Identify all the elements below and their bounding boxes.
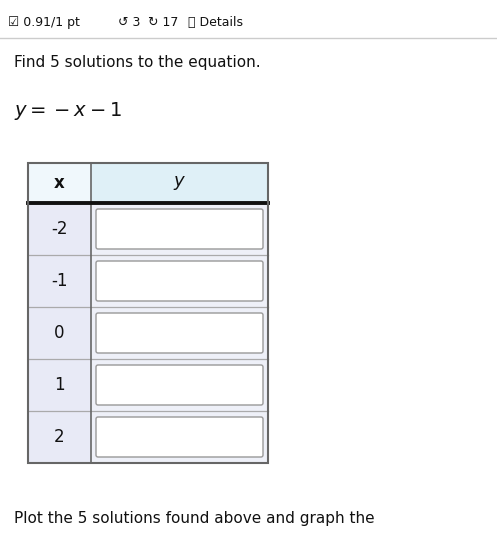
FancyBboxPatch shape	[96, 417, 263, 457]
Text: Find 5 solutions to the equation.: Find 5 solutions to the equation.	[14, 55, 260, 70]
FancyBboxPatch shape	[28, 163, 268, 203]
Text: ⓘ Details: ⓘ Details	[188, 16, 243, 29]
Text: -1: -1	[51, 272, 68, 290]
FancyBboxPatch shape	[91, 203, 268, 255]
Text: -2: -2	[51, 220, 68, 238]
FancyBboxPatch shape	[91, 307, 268, 359]
FancyBboxPatch shape	[28, 255, 91, 307]
FancyBboxPatch shape	[28, 411, 91, 463]
Text: 1: 1	[54, 376, 65, 394]
FancyBboxPatch shape	[96, 365, 263, 405]
FancyBboxPatch shape	[91, 255, 268, 307]
FancyBboxPatch shape	[91, 411, 268, 463]
Text: ☑ 0.91/1 pt: ☑ 0.91/1 pt	[8, 16, 80, 29]
FancyBboxPatch shape	[28, 307, 91, 359]
FancyBboxPatch shape	[28, 203, 91, 255]
Text: x: x	[54, 174, 65, 192]
FancyBboxPatch shape	[28, 359, 91, 411]
Text: ↻ 17: ↻ 17	[148, 16, 178, 29]
Text: Plot the 5 solutions found above and graph the: Plot the 5 solutions found above and gra…	[14, 511, 375, 526]
Text: $y = -x - 1$: $y = -x - 1$	[14, 100, 122, 122]
FancyBboxPatch shape	[28, 163, 91, 203]
Text: 2: 2	[54, 428, 65, 446]
FancyBboxPatch shape	[96, 209, 263, 249]
Text: $y$: $y$	[173, 174, 186, 192]
FancyBboxPatch shape	[96, 261, 263, 301]
Text: 0: 0	[54, 324, 65, 342]
Text: ↺ 3: ↺ 3	[118, 16, 140, 29]
FancyBboxPatch shape	[96, 313, 263, 353]
FancyBboxPatch shape	[91, 359, 268, 411]
